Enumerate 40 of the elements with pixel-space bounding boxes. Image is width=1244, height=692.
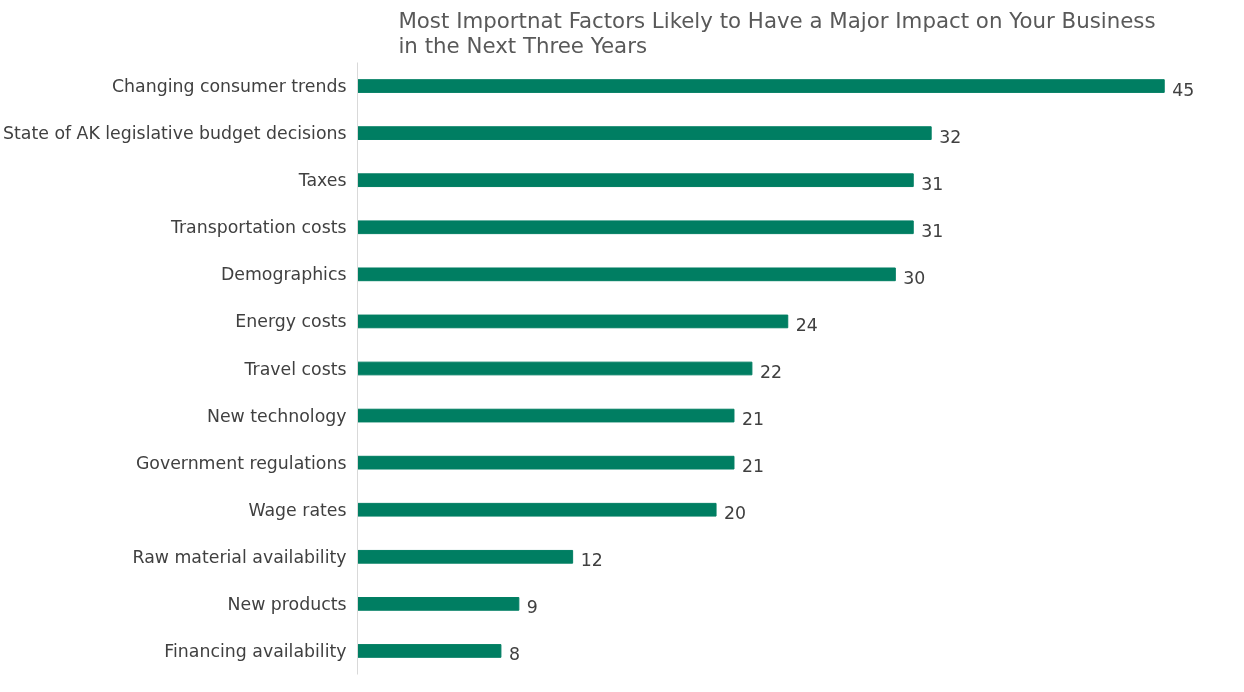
bar bbox=[357, 502, 717, 517]
bar bbox=[357, 314, 789, 329]
data-label: 21 bbox=[741, 409, 765, 430]
y-tick-label: Government regulations bbox=[135, 452, 347, 473]
y-tick-label: Taxes bbox=[297, 170, 347, 191]
bar bbox=[357, 126, 932, 140]
bar bbox=[357, 455, 735, 470]
bar bbox=[357, 408, 735, 423]
data-label: 31 bbox=[921, 220, 944, 241]
y-tick-label: New products bbox=[227, 593, 347, 614]
data-label: 45 bbox=[1172, 79, 1195, 100]
data-label: 20 bbox=[724, 503, 747, 524]
bar bbox=[357, 361, 753, 376]
bar bbox=[357, 79, 1165, 93]
bar bbox=[357, 644, 502, 658]
data-label: 32 bbox=[939, 126, 962, 147]
y-tick-label: Financing availability bbox=[164, 640, 347, 661]
data-label: 8 bbox=[508, 644, 520, 665]
bar bbox=[357, 173, 914, 188]
data-label: 24 bbox=[795, 314, 818, 335]
data-label: 30 bbox=[903, 267, 926, 288]
bar bbox=[357, 549, 574, 564]
bar bbox=[357, 220, 914, 235]
data-label: 22 bbox=[759, 362, 782, 382]
y-tick-label: Raw material availability bbox=[132, 546, 347, 567]
y-tick-label: New technology bbox=[206, 405, 347, 426]
chart-title: Most Importnat Factors Likely to Have a Major Impact on Your Business in the Next Three Years bbox=[398, 7, 1156, 58]
bar bbox=[357, 597, 520, 611]
y-tick-label: Wage rates bbox=[248, 499, 347, 520]
y-tick-label: State of AK legislative budget decisions bbox=[3, 123, 347, 144]
y-tick-label: Energy costs bbox=[235, 311, 347, 332]
bar bbox=[357, 267, 896, 282]
y-tick-label: Travel costs bbox=[243, 358, 347, 379]
data-label: 21 bbox=[741, 456, 765, 477]
y-tick-label: Changing consumer trends bbox=[112, 76, 347, 97]
data-label: 31 bbox=[921, 173, 944, 194]
data-label: 9 bbox=[526, 597, 538, 618]
y-tick-label: Transportation costs bbox=[169, 217, 347, 238]
y-tick-label: Demographics bbox=[220, 264, 347, 285]
data-label: 12 bbox=[580, 550, 603, 571]
